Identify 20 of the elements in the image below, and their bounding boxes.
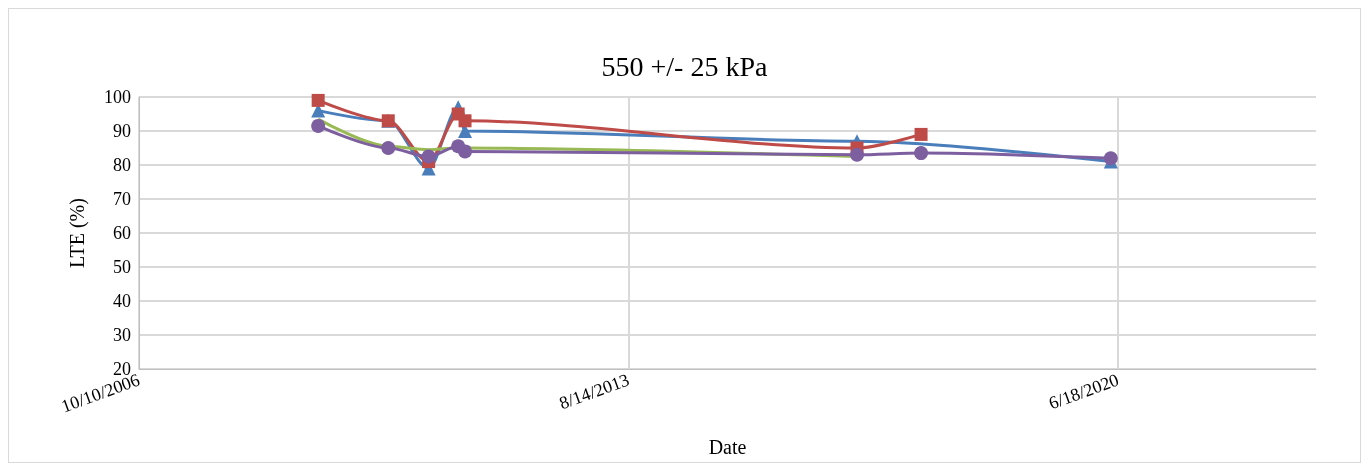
y-tick-label: 30	[113, 325, 131, 345]
y-tick-label: 60	[113, 223, 131, 243]
point	[914, 127, 928, 141]
y-tick-label: 50	[113, 257, 131, 277]
point	[311, 118, 326, 133]
y-axis-title: LTE (%)	[66, 198, 89, 268]
point	[311, 93, 325, 107]
point	[850, 147, 865, 162]
y-tick-label: 90	[113, 121, 131, 141]
y-tick-label: 40	[113, 291, 131, 311]
x-axis-title: Date	[708, 436, 747, 458]
point	[381, 141, 396, 155]
y-tick-label: 100	[104, 87, 131, 107]
point	[914, 146, 929, 161]
chart-title: 550 +/- 25 kPa	[601, 50, 769, 82]
y-tick-label: 70	[113, 189, 131, 209]
point	[421, 149, 436, 164]
y-tick-label: 80	[113, 155, 131, 175]
point	[458, 114, 472, 128]
point	[458, 144, 473, 159]
